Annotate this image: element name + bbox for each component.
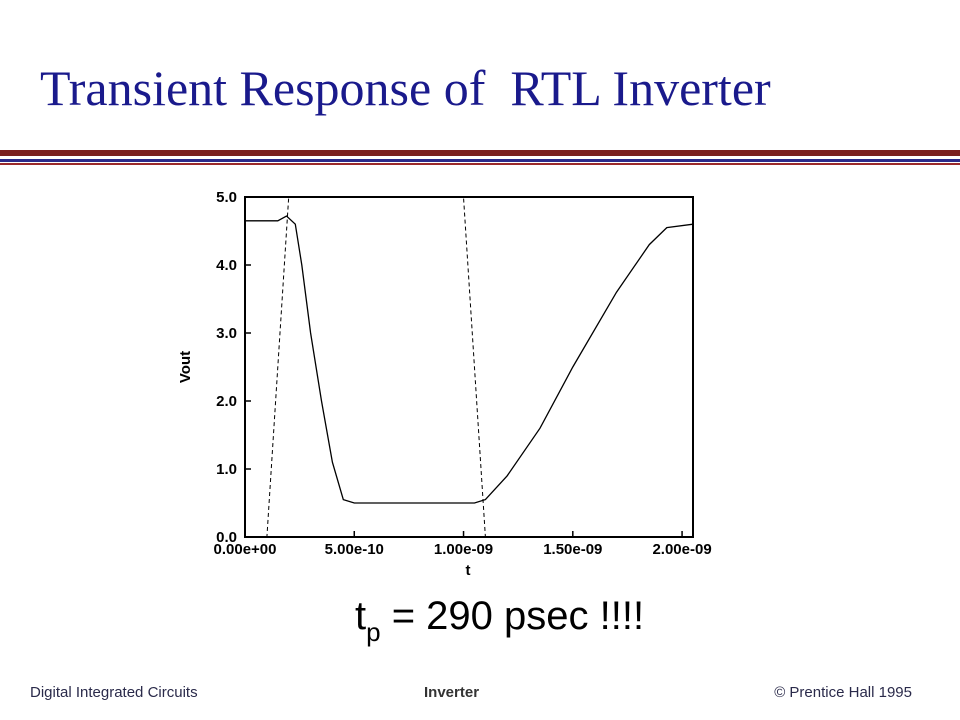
header-rule-top bbox=[0, 150, 960, 156]
footer-copyright: © Prentice Hall 1995 bbox=[774, 684, 912, 701]
header-rule-gap bbox=[0, 157, 960, 159]
x-axis-title: t bbox=[466, 562, 471, 579]
footer-course: Digital Integrated Circuits bbox=[30, 684, 198, 701]
slide-title: Transient Response of RTL Inverter bbox=[40, 60, 771, 116]
x-tick-label: 1.00e-09 bbox=[434, 541, 493, 558]
x-axis-ticks: 0.00e+00 5.00e-10 1.00e-09 1.50e-09 2.00e-09 bbox=[214, 531, 712, 558]
x-tick-label: 1.50e-09 bbox=[543, 541, 602, 558]
header-rule-bottom bbox=[0, 163, 960, 165]
plot-frame bbox=[244, 196, 694, 538]
vin-dashed-series bbox=[245, 196, 693, 538]
footer-chapter: Inverter bbox=[424, 684, 480, 701]
x-tick-label: 5.00e-10 bbox=[325, 541, 384, 558]
y-axis-title: Vout bbox=[177, 351, 194, 383]
y-tick-label: 4.0 bbox=[216, 257, 237, 274]
x-tick-label: 0.00e+00 bbox=[214, 541, 277, 558]
series-layer bbox=[245, 196, 694, 538]
vout-solid-series bbox=[245, 215, 694, 504]
x-tick-label: 2.00e-09 bbox=[652, 541, 711, 558]
y-tick-label: 0.0 bbox=[216, 529, 237, 546]
tp-value: = 290 psec !!!! bbox=[380, 594, 645, 638]
tp-symbol: t bbox=[355, 594, 367, 638]
y-tick-label: 2.0 bbox=[216, 393, 237, 410]
header-rule-blue bbox=[0, 159, 960, 162]
y-tick-label: 5.0 bbox=[216, 189, 237, 206]
y-tick-label: 3.0 bbox=[216, 325, 237, 342]
y-axis-ticks: 0.0 1.0 2.0 3.0 4.0 5.0 bbox=[216, 189, 251, 546]
y-tick-label: 1.0 bbox=[216, 461, 237, 478]
propagation-delay-annotation: tp = 290 psec !!!! bbox=[355, 592, 645, 647]
tp-subscript: p bbox=[366, 617, 381, 647]
